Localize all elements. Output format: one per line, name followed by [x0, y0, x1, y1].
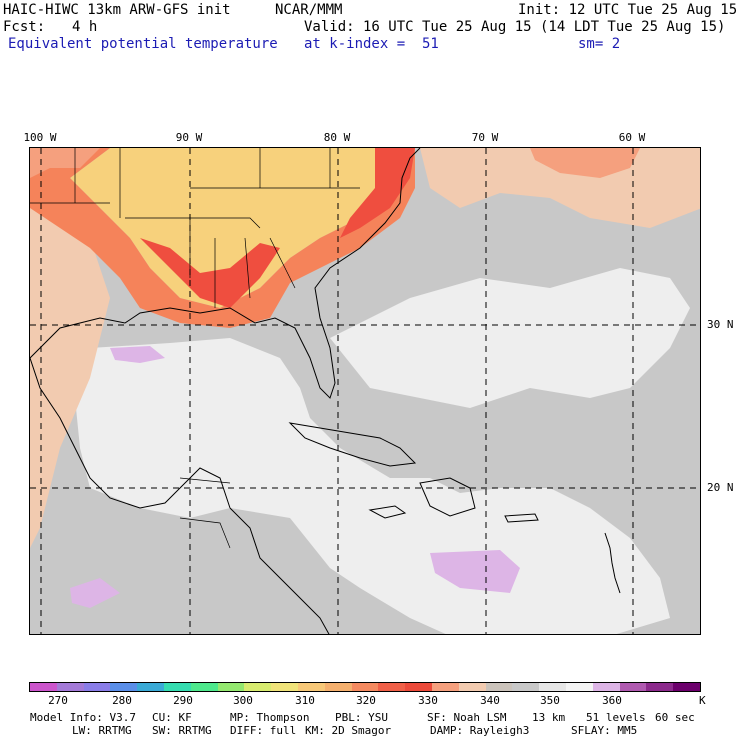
colorbar-swatch	[217, 683, 245, 691]
footer-diff: DIFF: full	[230, 724, 297, 737]
colorbar-swatch	[271, 683, 298, 691]
field-name: Equivalent potential temperature	[8, 36, 278, 52]
colorbar-swatch	[83, 683, 111, 691]
lon-label-80w: 80 W	[323, 131, 351, 144]
map-canvas	[30, 148, 700, 634]
field-red-band	[140, 238, 280, 308]
footer-lw: LW: RRTMG	[72, 724, 132, 737]
init-time: Init: 12 UTC Tue 25 Aug 15	[518, 2, 738, 18]
border-f	[269, 237, 296, 289]
colorbar-swatch	[378, 683, 406, 691]
cuba	[288, 422, 417, 467]
colorbar-swatch	[673, 683, 700, 691]
colorbar-swatch	[565, 683, 593, 691]
border-e	[244, 237, 251, 299]
gulf-coast	[30, 148, 421, 399]
colorbar-swatch	[297, 683, 325, 691]
valid-time: Valid: 16 UTC Tue 25 Aug 15 (14 LDT Tue …	[304, 19, 726, 35]
colorbar-swatch	[458, 683, 486, 691]
field-orange-band	[30, 148, 415, 328]
footer-km: KM: 2D Smagor	[305, 724, 392, 737]
map-panel[interactable]	[29, 147, 701, 635]
border-m	[179, 517, 231, 549]
colorbar-swatch	[431, 683, 459, 691]
antilles	[604, 532, 621, 594]
colorbar-tick-360: 360	[602, 694, 622, 707]
lat-label-20n: 20 N	[707, 481, 734, 494]
footer-damp: DAMP: Rayleigh3	[430, 724, 530, 737]
colorbar-tick-310: 310	[295, 694, 315, 707]
field-salmon-plains	[30, 148, 100, 178]
colorbar-swatch	[485, 683, 513, 691]
model-source: NCAR/MMM	[275, 2, 343, 18]
footer-model-info: Model Info: V3.7	[30, 711, 136, 724]
colorbar-swatch	[30, 683, 57, 691]
field-salmon-atlantic	[530, 148, 640, 178]
puerto-rico	[504, 513, 539, 523]
field-lavender-pacific	[70, 578, 120, 608]
colorbar-tick-340: 340	[480, 694, 500, 707]
grid-lines	[30, 148, 700, 634]
hispaniola	[419, 477, 476, 517]
colorbar-swatch	[244, 683, 272, 691]
lon-label-90w: 90 W	[175, 131, 203, 144]
field-peach-west	[30, 188, 110, 548]
footer-pbl: PBL: YSU	[335, 711, 388, 724]
colorbar-swatch	[646, 683, 674, 691]
footer-sflay: SFLAY: MM5	[571, 724, 638, 737]
central-america-coast	[229, 507, 330, 634]
footer-cu: CU: KF	[152, 711, 192, 724]
forecast-hour: 4 h	[72, 19, 98, 35]
colorbar-swatch	[163, 683, 191, 691]
smoothing-label: sm= 2	[578, 36, 621, 52]
colorbar-swatch	[190, 683, 218, 691]
lon-label-70w: 70 W	[471, 131, 499, 144]
colorbar-swatch	[512, 683, 540, 691]
colorbar-tick-320: 320	[356, 694, 376, 707]
colorbar-tick-290: 290	[173, 694, 193, 707]
footer-sw: SW: RRTMG	[152, 724, 212, 737]
colorbar-tick-280: 280	[112, 694, 132, 707]
jamaica	[368, 505, 407, 519]
colorbar-swatch	[137, 683, 164, 691]
border-l	[179, 477, 231, 484]
footer-sf: SF: Noah LSM	[427, 711, 507, 724]
colorbar-swatch	[539, 683, 566, 691]
colorbar-swatch	[592, 683, 620, 691]
coastlines	[30, 148, 621, 634]
footer-mp: MP: Thompson	[230, 711, 310, 724]
colorbar-unit: K	[699, 694, 706, 707]
level-label: at k-index = 51	[304, 36, 439, 52]
colorbar-swatch	[405, 683, 432, 691]
border-c	[190, 217, 261, 229]
lon-label-100w: 100 W	[23, 131, 57, 144]
colorbar-swatch	[110, 683, 138, 691]
colorbar-swatch	[56, 683, 84, 691]
field-lavender-gulf	[110, 346, 165, 363]
colorbar-tick-270: 270	[48, 694, 68, 707]
mexico-coast	[30, 357, 231, 509]
colorbar-tick-350: 350	[540, 694, 560, 707]
footer-levels: 51 levels	[586, 711, 646, 724]
lat-label-30n: 30 N	[707, 318, 734, 331]
field-red-atlantic-coast	[340, 148, 415, 238]
colorbar-tick-300: 300	[233, 694, 253, 707]
lon-label-60w: 60 W	[618, 131, 646, 144]
forecast-label: Fcst:	[3, 19, 46, 35]
footer-timestep: 60 sec	[655, 711, 695, 724]
colorbar-tick-330: 330	[418, 694, 438, 707]
footer-resolution: 13 km	[532, 711, 566, 724]
colorbar-swatch	[351, 683, 379, 691]
field-light-gulf	[75, 338, 670, 634]
field-lavender-caribbean	[430, 550, 520, 593]
colorbar	[29, 682, 701, 692]
model-title: HAIC-HIWC 13km ARW-GFS init	[3, 2, 231, 18]
colorbar-swatch	[619, 683, 647, 691]
field-light-atlantic	[330, 268, 690, 408]
colorbar-swatch	[324, 683, 352, 691]
